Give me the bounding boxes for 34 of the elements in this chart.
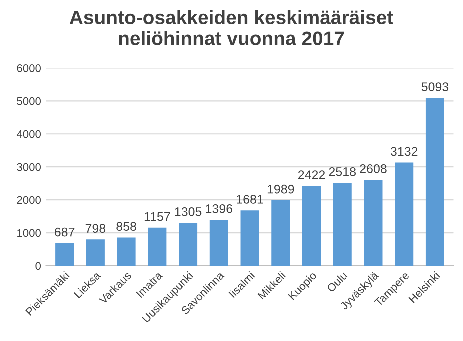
bar: [210, 220, 228, 266]
data-label: 2518: [329, 167, 356, 176]
bar: [86, 240, 105, 266]
data-label: 687: [55, 228, 75, 237]
y-tick-label: 4000: [16, 130, 42, 138]
bar: [272, 200, 290, 266]
data-label: 1681: [237, 195, 264, 204]
data-label: 3132: [390, 147, 418, 156]
y-tick-label: 0: [36, 262, 42, 270]
y-tick-label: 2000: [17, 196, 42, 204]
bar: [302, 186, 322, 266]
bar: [148, 228, 167, 266]
bar: [395, 162, 414, 266]
data-label: 2608: [360, 164, 387, 174]
data-label: 5093: [422, 82, 449, 92]
bar: [179, 222, 198, 266]
bar: [117, 238, 136, 266]
bar: [364, 180, 383, 266]
data-label: 2422: [298, 170, 326, 180]
bar: [56, 243, 74, 266]
data-label: 798: [86, 224, 106, 234]
bar: [426, 98, 444, 266]
y-tick-label: 3000: [17, 163, 42, 172]
y-tick-label: 5000: [17, 97, 42, 106]
chart-title: Asunto-osakkeiden keskimääräiset neliöhinnat vuonna 2017: [70, 10, 394, 46]
data-label: 1989: [268, 184, 294, 194]
data-label: 1396: [206, 204, 233, 214]
bar: [333, 182, 352, 266]
data-label: 1305: [175, 207, 202, 216]
data-label: 858: [116, 222, 136, 232]
y-tick-label: 6000: [17, 64, 42, 72]
bar: [240, 210, 260, 266]
data-label: 1157: [144, 212, 170, 222]
y-tick-label: 1000: [18, 229, 42, 238]
